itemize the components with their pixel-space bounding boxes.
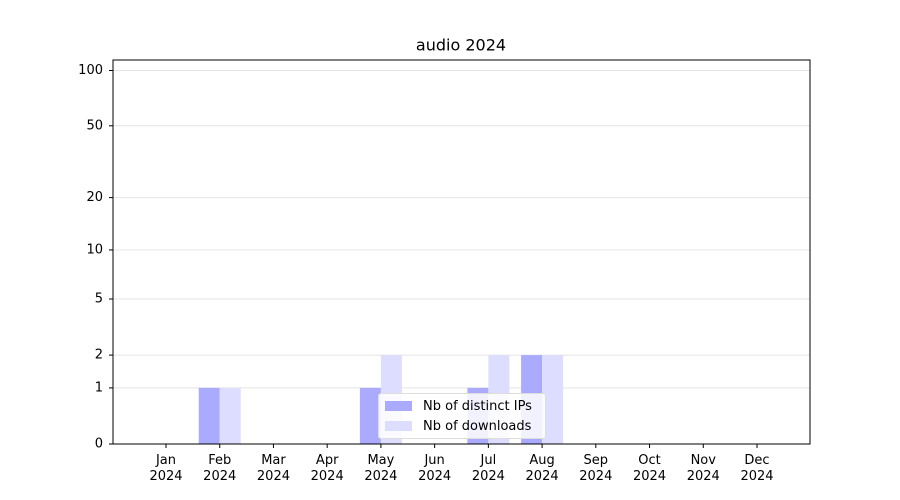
x-tick-label: Jun 2024 bbox=[418, 453, 452, 484]
chart-title: audio 2024 bbox=[416, 36, 506, 55]
x-tick-label: Mar 2024 bbox=[256, 453, 290, 484]
legend-item: Nb of distinct IPs bbox=[385, 397, 532, 415]
bar bbox=[198, 387, 220, 444]
legend-item: Nb of downloads bbox=[385, 417, 531, 435]
x-tick-label: Jul 2024 bbox=[471, 453, 505, 484]
legend-label: Nb of downloads bbox=[423, 418, 532, 434]
legend: Nb of distinct IPs Nb of downloads bbox=[378, 393, 546, 439]
legend-swatch bbox=[385, 421, 412, 431]
y-tick-label: 10 bbox=[86, 242, 103, 257]
y-tick-label: 2 bbox=[95, 348, 103, 363]
x-tick-label: Dec 2024 bbox=[740, 453, 774, 484]
y-tick-label: 50 bbox=[86, 118, 103, 133]
x-tick-label: May 2024 bbox=[364, 453, 398, 484]
y-tick-label: 20 bbox=[86, 190, 103, 205]
x-tick-label: Feb 2024 bbox=[203, 453, 237, 484]
x-tick-label: Apr 2024 bbox=[310, 453, 344, 484]
x-tick-label: Jan 2024 bbox=[149, 453, 183, 484]
bar bbox=[359, 387, 381, 444]
legend-swatch bbox=[385, 401, 412, 411]
bar bbox=[542, 355, 564, 444]
plot-frame bbox=[112, 59, 811, 445]
y-tick-label: 100 bbox=[78, 63, 103, 78]
y-tick-label: 0 bbox=[95, 437, 103, 452]
y-tick-label: 1 bbox=[95, 380, 103, 395]
y-tick-label: 5 bbox=[95, 291, 103, 306]
x-tick-label: Aug 2024 bbox=[525, 453, 559, 484]
x-tick-label: Nov 2024 bbox=[686, 453, 720, 484]
x-tick-label: Oct 2024 bbox=[632, 453, 667, 484]
x-tick-label: Sep 2024 bbox=[579, 453, 613, 484]
legend-label: Nb of distinct IPs bbox=[423, 398, 532, 414]
bar bbox=[219, 387, 241, 444]
